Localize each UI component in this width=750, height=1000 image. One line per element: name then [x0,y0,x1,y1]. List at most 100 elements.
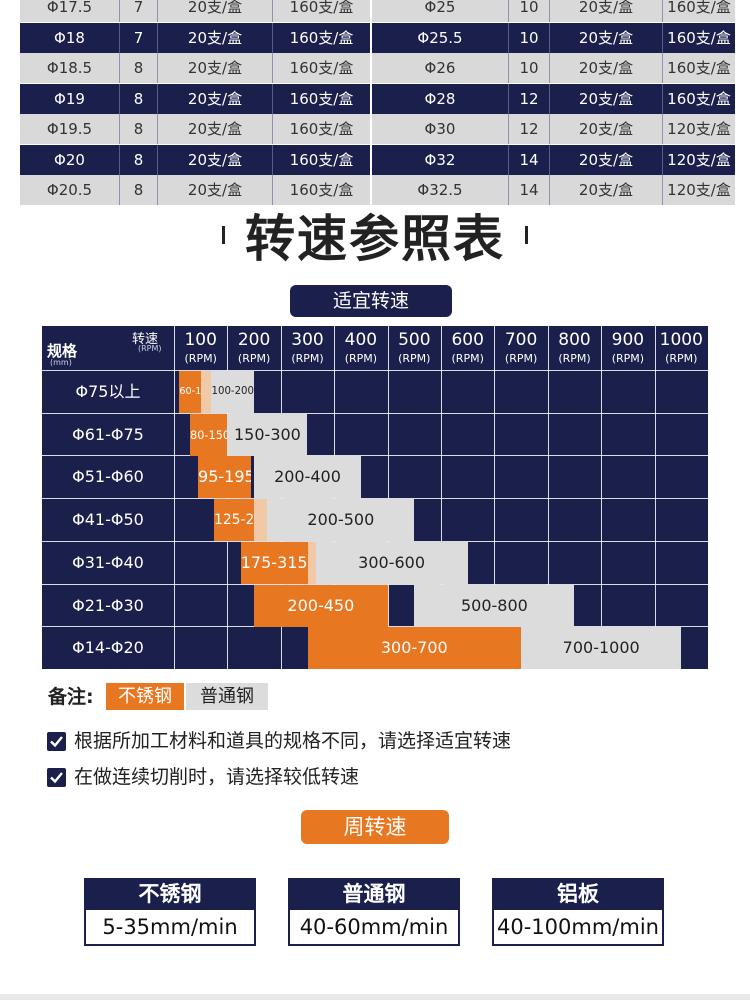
grid-line [494,326,496,669]
row-label: Φ41-Φ50 [72,510,144,530]
spec-cell: 7 [120,0,158,22]
grid-line [42,498,708,500]
spec-row: Φ18 7 20支/盒 160支/盒 [20,22,370,53]
column-header-unit: (RPM) [398,352,431,365]
spec-cell: 160支/盒 [667,89,731,108]
legend-plain-steel: 普通钢 [186,683,268,710]
spec-cell: 160支/盒 [289,120,354,138]
card-value: 5-35mm/min [84,910,256,946]
note-label: 备注: [48,686,94,708]
spec-cell: 20支/盒 [158,144,273,175]
heading-bar-right [525,226,528,244]
spec-cell: 20支/盒 [550,22,663,53]
column-header: 1000 (RPM) [655,326,708,370]
spec-row: Φ32 14 20支/盒 120支/盒 [372,144,735,175]
plain-steel-bar: 100-200 [211,371,255,413]
row-label: Φ75以上 [75,382,141,401]
plain-steel-bar: 300-600 [315,541,468,584]
spec-cell: 20支/盒 [158,114,273,144]
spec-row: Φ19.5 8 20支/盒 160支/盒 [20,114,370,144]
spec-cell: 20支/盒 [550,114,663,144]
spec-cell: 20支/盒 [158,53,273,83]
spec-row: Φ25 10 20支/盒 160支/盒 [372,0,735,22]
column-header: 700 (RPM) [494,326,547,370]
spec-cell: Φ30 [372,114,509,144]
stainless-bar: 95-195 [198,456,252,499]
spec-cell: 10 [509,0,550,22]
spec-row: Φ19 8 20支/盒 160支/盒 [20,83,370,114]
plain-steel-bar: 200-400 [254,456,361,499]
spec-cell: 10 [509,22,550,53]
spec-cell: 14 [509,144,550,175]
column-header-unit: (RPM) [611,352,645,365]
corner-spec-unit: (mm) [50,358,72,367]
grid-line [42,370,708,371]
plain-steel-bar: 500-800 [414,584,575,627]
column-header-rpm: 700 [504,330,538,350]
spec-cell: 120支/盒 [667,150,731,169]
feed-speed-pill: 周转速 [301,810,449,844]
spec-table-right: Φ25 10 20支/盒 160支/盒 Φ25.5 10 20支/盒 160支/盒 Φ26 10 2… [372,0,735,205]
plain-steel-bar: 700-1000 [521,627,682,670]
card-material: 普通钢 [288,878,460,910]
column-header: 500 (RPM) [388,326,441,370]
column-header-unit: (RPM) [184,352,217,365]
corner-speed-unit: (RPM) [138,344,162,353]
spec-cell: Φ20.5 [20,175,120,205]
column-header-rpm: 400 [344,330,378,350]
spec-cell: Φ20 [20,144,120,175]
grid-line [42,626,708,628]
column-header-rpm: 200 [237,330,271,350]
corner-spec-label: 规格 [47,342,78,360]
stainless-bar: 200-450 [254,584,388,627]
column-header-rpm: 900 [611,330,645,350]
corner-speed-label: 转速 [132,332,159,347]
column-header-unit: (RPM) [504,352,538,365]
spec-cell: 20支/盒 [550,0,663,22]
spec-cell: Φ26 [372,53,509,83]
spec-cell: 160支/盒 [289,89,354,108]
spec-cell: 160支/盒 [667,28,731,47]
grid-line [654,326,656,669]
grid-line [601,326,603,669]
spec-table: Φ17.5 7 20支/盒 160支/盒 Φ18 7 20支/盒 160支/盒 Φ18.5 8 20… [20,0,735,205]
row-label: Φ21-Φ30 [72,595,144,615]
spec-cell: 12 [509,83,550,114]
spec-row: Φ18.5 8 20支/盒 160支/盒 [20,53,370,83]
grid-line [42,583,708,585]
note-text-2: 在做连续切削时，请选择较低转速 [74,766,360,788]
column-header: 300 (RPM) [281,326,334,370]
column-header-unit: (RPM) [291,352,324,365]
legend-stainless: 不锈钢 [106,683,184,710]
spec-row: Φ25.5 10 20支/盒 160支/盒 [372,22,735,53]
column-header-unit: (RPM) [558,352,591,365]
spec-cell: 20支/盒 [550,144,663,175]
grid-line [42,540,708,542]
spec-cell: Φ19.5 [20,114,120,144]
column-header-unit: (RPM) [665,352,698,365]
row-label: Φ51-Φ60 [72,467,144,487]
footer-strip [0,994,750,1000]
checkbox-checked-icon [47,768,66,787]
row-label: Φ31-Φ40 [72,552,144,572]
spec-cell: Φ17.5 [20,0,120,22]
spec-cell: Φ32 [372,144,509,175]
checkbox-checked-icon [47,732,66,751]
spec-row: Φ32.5 14 20支/盒 120支/盒 [372,175,735,205]
spec-cell: 20支/盒 [158,83,273,114]
note-text-1: 根据所加工材料和道具的规格不同，请选择适宜转速 [74,730,512,752]
spec-cell: 160支/盒 [289,0,354,16]
spec-row: Φ17.5 7 20支/盒 160支/盒 [20,0,370,22]
spec-cell: 120支/盒 [667,120,731,138]
spec-cell: Φ32.5 [372,175,509,205]
suitable-speed-pill: 适宜转速 [290,285,452,317]
spec-cell: 8 [120,83,158,114]
stainless-bar: 125-225 [214,499,255,542]
spec-cell: 160支/盒 [289,181,354,199]
card-material: 不锈钢 [84,878,256,910]
spec-cell: 160支/盒 [667,0,731,16]
grid-line [441,326,442,669]
spec-cell: 160支/盒 [289,59,354,77]
row-label: Φ14-Φ20 [72,638,144,658]
card-material: 铝板 [492,878,664,910]
